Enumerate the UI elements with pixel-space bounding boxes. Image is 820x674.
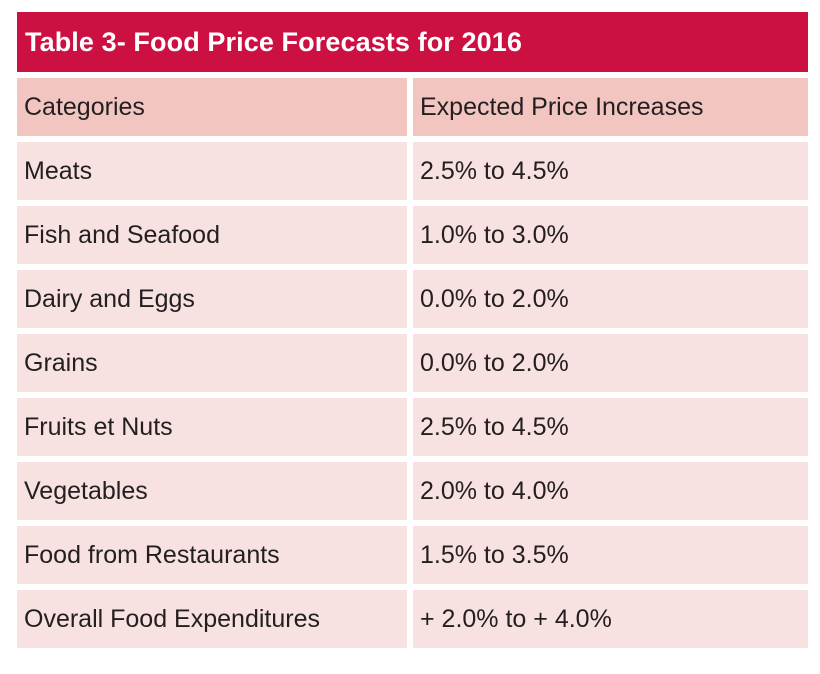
table-cell-category: Dairy and Eggs (17, 270, 407, 328)
table-cell-category: Food from Restaurants (17, 526, 407, 584)
column-header-categories: Categories (17, 78, 407, 136)
table-cell-category: Grains (17, 334, 407, 392)
table-cell-category: Overall Food Expenditures (17, 590, 407, 648)
table-cell-price-increase: 2.0% to 4.0% (413, 462, 808, 520)
table-cell-category: Fruits et Nuts (17, 398, 407, 456)
table-cell-price-increase: 1.5% to 3.5% (413, 526, 808, 584)
table-grid: Categories Expected Price Increases Meat… (17, 78, 808, 648)
table-cell-price-increase: 0.0% to 2.0% (413, 270, 808, 328)
table-cell-price-increase: 1.0% to 3.0% (413, 206, 808, 264)
food-price-forecast-table: Table 3- Food Price Forecasts for 2016 C… (17, 12, 808, 648)
table-cell-category: Fish and Seafood (17, 206, 407, 264)
table-title: Table 3- Food Price Forecasts for 2016 (17, 12, 808, 72)
table-cell-category: Meats (17, 142, 407, 200)
table-cell-price-increase: 2.5% to 4.5% (413, 142, 808, 200)
table-cell-price-increase: + 2.0% to + 4.0% (413, 590, 808, 648)
table-cell-price-increase: 0.0% to 2.0% (413, 334, 808, 392)
column-header-expected-price-increases: Expected Price Increases (413, 78, 808, 136)
table-cell-category: Vegetables (17, 462, 407, 520)
table-cell-price-increase: 2.5% to 4.5% (413, 398, 808, 456)
